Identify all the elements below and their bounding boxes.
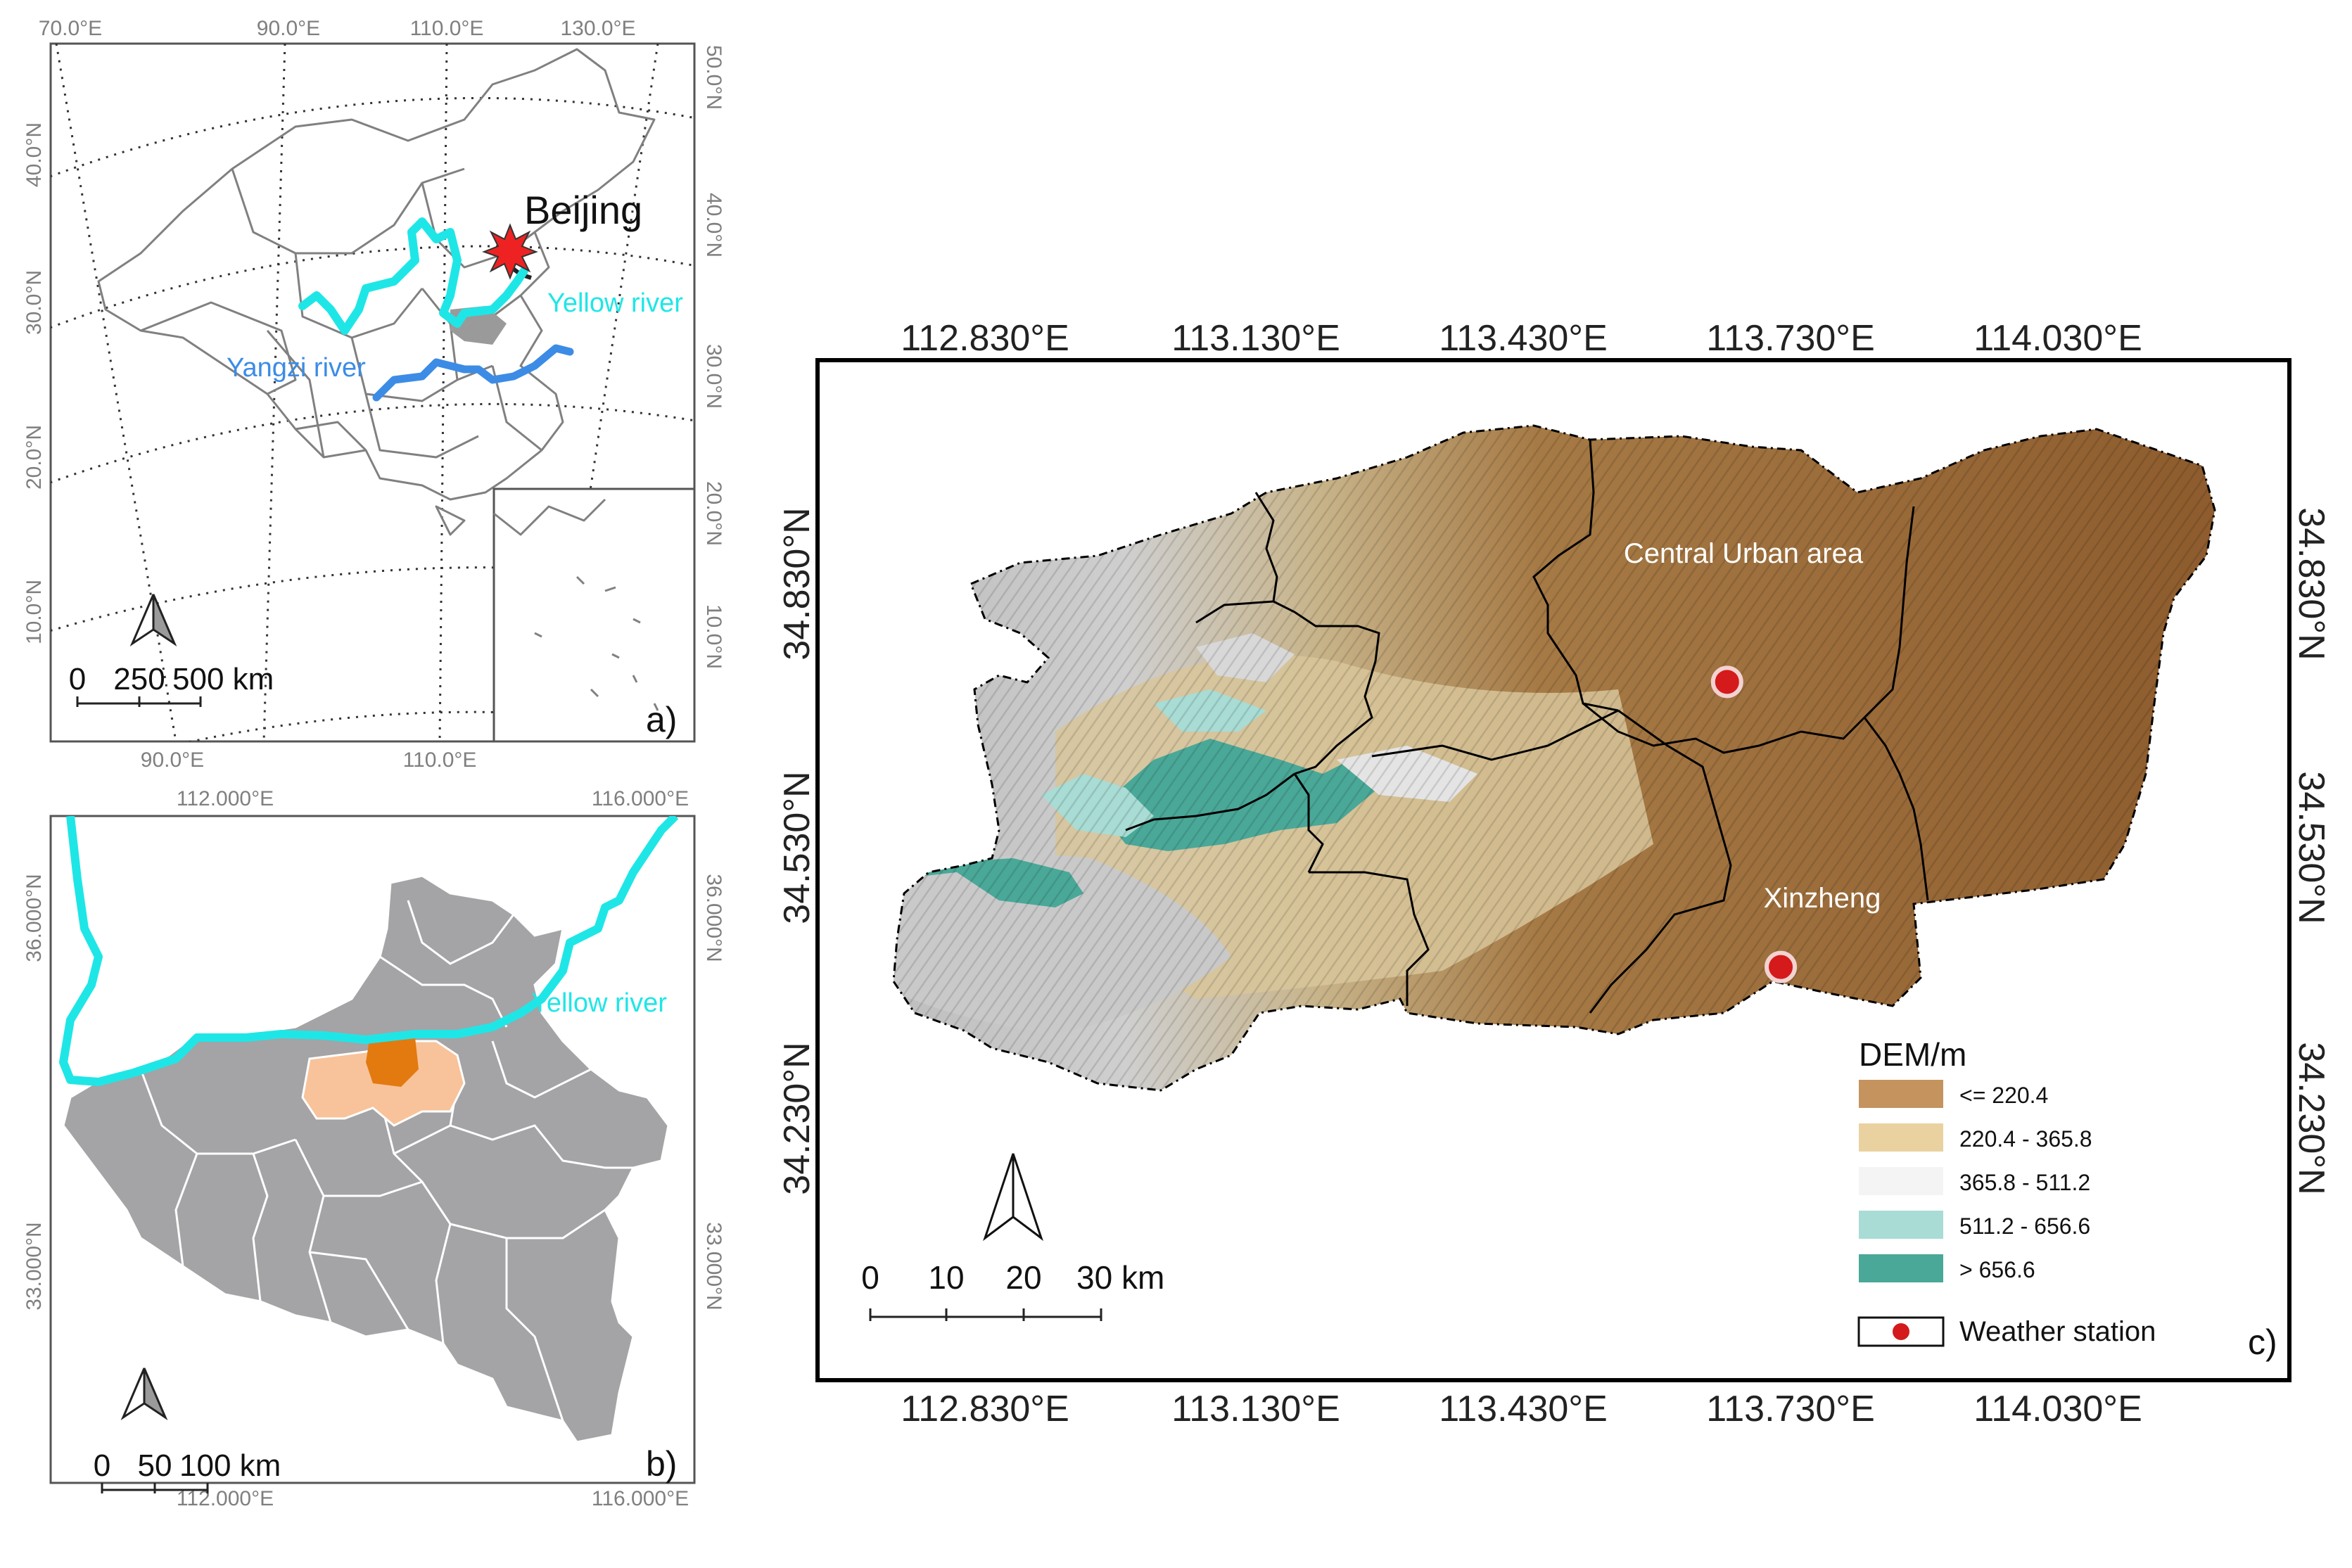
scale-b-0: 0 bbox=[94, 1448, 110, 1483]
tick-c-top-4: 114.030°E bbox=[1973, 318, 2142, 359]
weather-station-icon bbox=[1893, 1323, 1909, 1340]
tick-a-left-1: 30.0°N bbox=[23, 270, 46, 335]
panel-b: Yellow river 112.000°E 116.000°E 112.000… bbox=[23, 787, 725, 1510]
yangzi-river bbox=[372, 344, 574, 402]
tick-a-right-0: 50.0°N bbox=[702, 45, 725, 110]
scale-c-0: 0 bbox=[861, 1259, 879, 1296]
scale-c-1: 10 bbox=[928, 1259, 964, 1296]
north-arrow-b-icon bbox=[120, 1368, 168, 1421]
panel-a-label: a) bbox=[646, 700, 677, 739]
tick-b-right-1: 33.000°N bbox=[702, 1222, 725, 1310]
legend-station-label: Weather station bbox=[1959, 1316, 2156, 1347]
tick-a-top-3: 130.0°E bbox=[560, 17, 635, 40]
scale-a-0: 0 bbox=[69, 662, 86, 696]
tick-a-bottom-1: 110.0°E bbox=[403, 748, 477, 772]
legend-swatch-1 bbox=[1859, 1123, 1943, 1152]
legend-swatch-2 bbox=[1859, 1167, 1943, 1195]
tick-c-top-3: 113.730°E bbox=[1706, 318, 1875, 359]
weather-station-xinzheng bbox=[1765, 950, 1798, 983]
scale-bar-a: 0 250 500 km bbox=[69, 662, 274, 707]
legend-label-3: 511.2 - 656.6 bbox=[1959, 1213, 2090, 1239]
tick-a-left-2: 20.0°N bbox=[23, 425, 46, 490]
north-arrow-a-icon bbox=[129, 594, 177, 647]
panel-a-frame bbox=[49, 42, 696, 743]
tick-a-left-3: 10.0°N bbox=[23, 580, 46, 644]
tick-c-right-2: 34.230°N bbox=[2291, 1042, 2332, 1194]
tick-a-right-3: 20.0°N bbox=[702, 481, 725, 546]
south-china-sea-inset bbox=[492, 487, 694, 741]
legend-label-1: 220.4 - 365.8 bbox=[1959, 1126, 2092, 1152]
north-arrow-c-icon bbox=[983, 1153, 1043, 1242]
scale-bar-c: 0 10 20 30 km bbox=[861, 1259, 1164, 1321]
legend-swatch-4 bbox=[1859, 1254, 1943, 1282]
tick-c-bottom-4: 114.030°E bbox=[1973, 1389, 2142, 1429]
panel-c-frame bbox=[815, 358, 2291, 1382]
tick-a-right-4: 10.0°N bbox=[702, 604, 725, 669]
panel-c-label: c) bbox=[2248, 1322, 2277, 1362]
tick-c-top-0: 112.830°E bbox=[901, 318, 1069, 359]
graticule-a bbox=[51, 44, 694, 741]
tick-c-bottom-3: 113.730°E bbox=[1706, 1389, 1875, 1429]
tick-b-left-0: 36.000°N bbox=[23, 874, 46, 962]
area-label-central-urban: Central Urban area bbox=[1624, 538, 1864, 569]
tick-c-left-2: 34.230°N bbox=[777, 1042, 818, 1194]
district-boundaries bbox=[1125, 439, 1929, 1014]
panel-b-label: b) bbox=[646, 1444, 677, 1484]
tick-b-top-0: 112.000°E bbox=[177, 787, 274, 810]
henan-map bbox=[62, 874, 670, 1443]
panel-b-frame bbox=[49, 815, 696, 1484]
yangzi-river-label: Yangzi river bbox=[227, 353, 366, 383]
tick-c-left-1: 34.530°N bbox=[777, 771, 818, 924]
tick-c-top-1: 113.130°E bbox=[1171, 318, 1340, 359]
henan-city-boundaries bbox=[139, 900, 633, 1422]
scale-a-1: 250 bbox=[113, 662, 165, 696]
scale-c-3: 30 km bbox=[1076, 1259, 1164, 1296]
yellow-river-b bbox=[59, 816, 679, 1086]
beijing-label: Beijing bbox=[524, 188, 642, 232]
tick-c-right-0: 34.830°N bbox=[2291, 507, 2332, 660]
yellow-river-china bbox=[298, 217, 528, 335]
tick-c-bottom-1: 113.130°E bbox=[1171, 1389, 1340, 1429]
scale-b-2: 100 km bbox=[179, 1448, 281, 1483]
panel-a: Beijing Yellow river Yangzi river 70.0°E… bbox=[23, 17, 725, 772]
tick-a-bottom-0: 90.0°E bbox=[141, 748, 204, 772]
legend-label-4: > 656.6 bbox=[1959, 1257, 2035, 1282]
tick-b-right-0: 36.000°N bbox=[702, 874, 725, 962]
yellow-river-label-a: Yellow river bbox=[547, 288, 683, 318]
scale-bar-b: 0 50 100 km bbox=[94, 1448, 281, 1493]
panel-c: Central Urban area Xinzheng 112.830°E 11… bbox=[777, 318, 2332, 1429]
weather-station-central-urban bbox=[1710, 665, 1743, 699]
tick-b-left-1: 33.000°N bbox=[23, 1222, 46, 1310]
scale-c-2: 20 bbox=[1005, 1259, 1041, 1296]
tick-c-left-0: 34.830°N bbox=[777, 507, 818, 660]
dem-map bbox=[892, 424, 2216, 1092]
tick-a-right-2: 30.0°N bbox=[702, 344, 725, 409]
legend-label-0: <= 220.4 bbox=[1959, 1083, 2048, 1108]
tick-c-right-1: 34.530°N bbox=[2291, 771, 2332, 924]
legend-title: DEM/m bbox=[1859, 1036, 1966, 1073]
yellow-river-label-b: Yellow river bbox=[531, 988, 667, 1018]
legend-swatch-3 bbox=[1859, 1211, 1943, 1239]
tick-c-top-2: 113.430°E bbox=[1439, 318, 1608, 359]
tick-b-top-1: 116.000°E bbox=[592, 787, 689, 810]
scale-b-1: 50 bbox=[138, 1448, 172, 1483]
tick-b-bottom-1: 116.000°E bbox=[592, 1487, 689, 1510]
scale-a-2: 500 km bbox=[172, 662, 274, 696]
tick-a-top-1: 90.0°E bbox=[257, 17, 320, 40]
tick-a-top-0: 70.0°E bbox=[39, 17, 102, 40]
tick-a-top-2: 110.0°E bbox=[410, 17, 484, 40]
tick-c-bottom-0: 112.830°E bbox=[901, 1389, 1069, 1429]
dem-legend: DEM/m <= 220.4 220.4 - 365.8 365.8 - 511… bbox=[1857, 1036, 2156, 1347]
urban-area-b bbox=[366, 1038, 419, 1087]
beijing-capital-icon bbox=[482, 223, 538, 280]
tick-a-left-0: 40.0°N bbox=[23, 122, 46, 187]
tick-a-right-1: 40.0°N bbox=[702, 193, 725, 257]
legend-label-2: 365.8 - 511.2 bbox=[1959, 1170, 2090, 1195]
study-area-outline bbox=[892, 424, 2216, 1092]
area-label-xinzheng: Xinzheng bbox=[1764, 883, 1881, 914]
tick-c-bottom-2: 113.430°E bbox=[1439, 1389, 1608, 1429]
legend-swatch-0 bbox=[1859, 1080, 1943, 1108]
